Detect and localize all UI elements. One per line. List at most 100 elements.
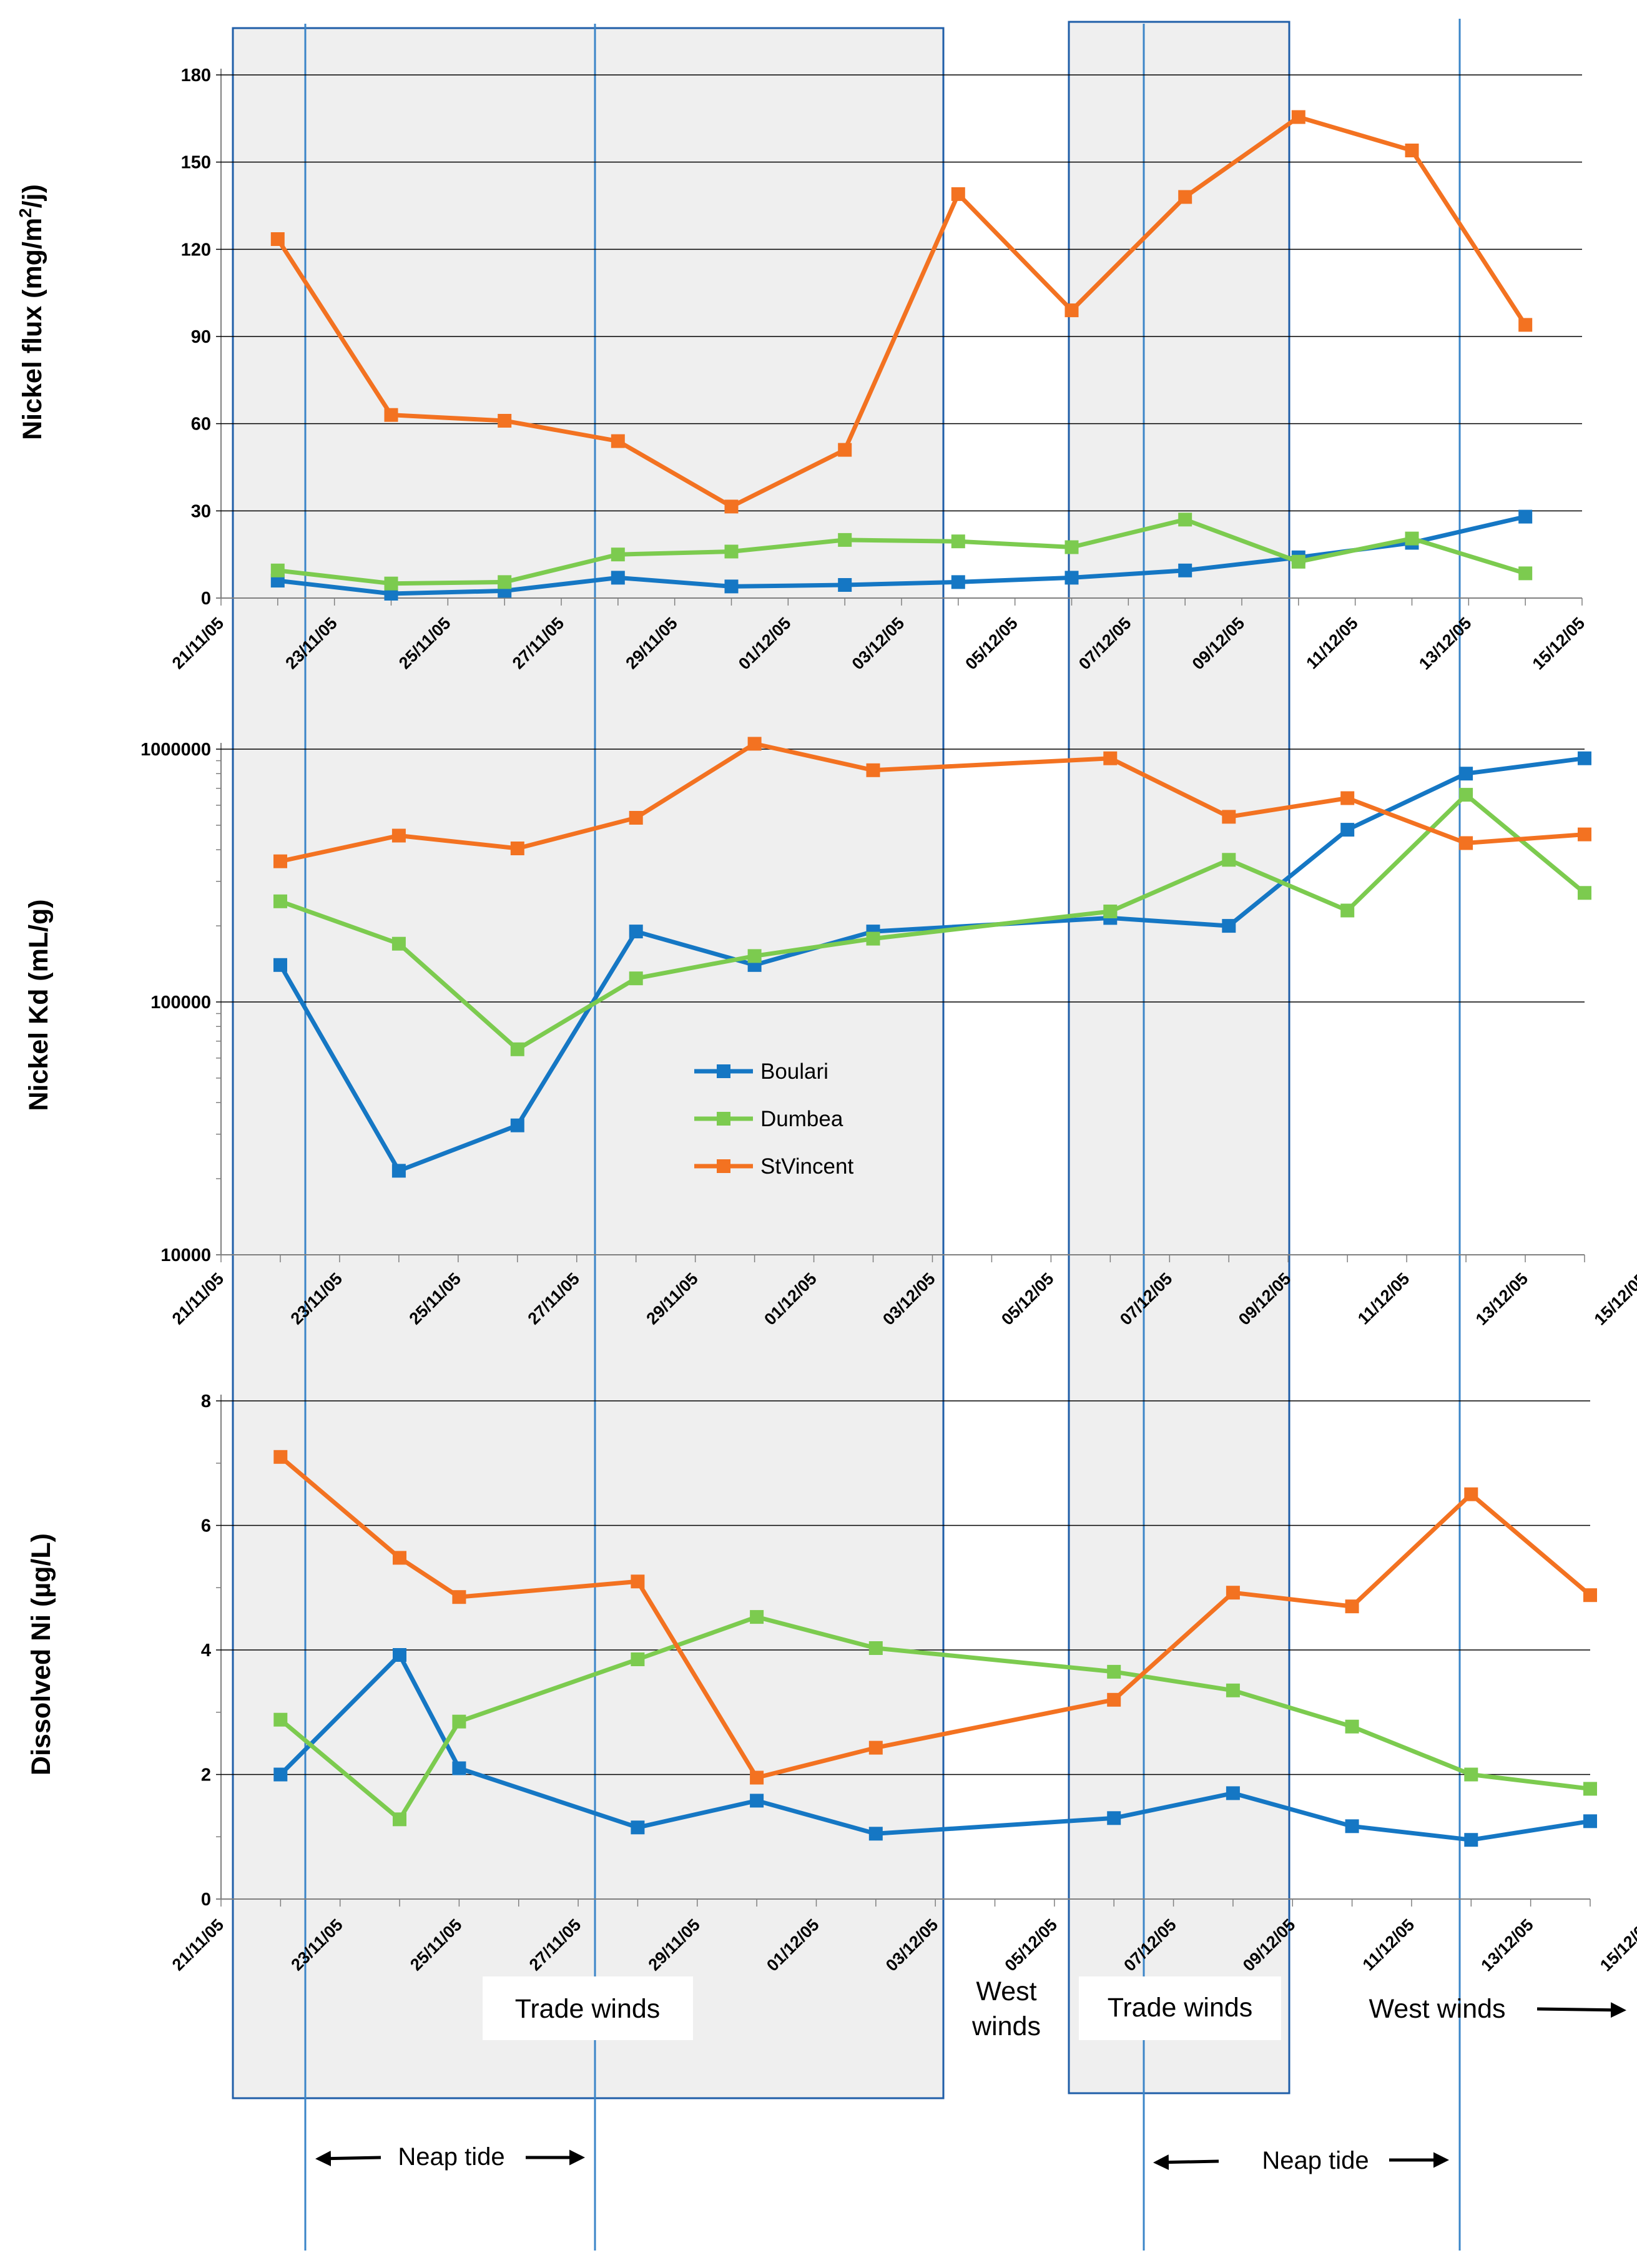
chart-2-gridlines — [216, 743, 1585, 1262]
data-point-boulari — [393, 1648, 406, 1662]
chart-3-y-axis-label: Dissolved Ni (µg/L) — [26, 1533, 56, 1775]
chart-3-series — [273, 1450, 1597, 1847]
data-point-boulari — [273, 958, 287, 972]
data-point-boulari — [1345, 1819, 1359, 1834]
data-point-stvincent — [724, 499, 739, 514]
data-point-dumbea — [1464, 1767, 1478, 1782]
legend-label-dumbea: Dumbea — [760, 1107, 843, 1131]
data-point-stvincent — [629, 811, 643, 825]
data-point-boulari — [273, 1767, 288, 1782]
data-point-boulari — [1064, 571, 1079, 585]
series-line-boulari — [277, 514, 1526, 596]
data-point-dumbea — [1103, 905, 1118, 918]
legend-marker-stvincent — [717, 1159, 730, 1173]
data-point-dumbea — [273, 894, 287, 908]
data-point-stvincent — [1405, 144, 1419, 157]
data-point-stvincent — [866, 763, 880, 777]
data-point-dumbea — [384, 576, 398, 591]
chart-2-y-axis-label: Nickel Kd (mL/g) — [24, 899, 54, 1111]
data-point-dumbea — [1340, 903, 1355, 918]
trade-winds-period-1 — [232, 27, 945, 2099]
data-point-boulari — [631, 1820, 645, 1835]
data-point-dumbea — [270, 563, 285, 577]
data-point-boulari — [1459, 767, 1473, 781]
west-winds-label-2: West winds — [1369, 1994, 1505, 2024]
data-point-boulari — [1226, 1786, 1240, 1800]
neap-tide-label-2: Neap tide — [1262, 2147, 1369, 2174]
data-point-stvincent — [611, 434, 625, 448]
data-point-dumbea — [1064, 540, 1079, 554]
data-point-stvincent — [1222, 810, 1236, 824]
x-tick-label: 11/12/05 — [1359, 1915, 1418, 1974]
data-point-boulari — [1222, 919, 1236, 933]
data-point-stvincent — [510, 842, 524, 855]
west-winds-label-1-line-2: winds — [971, 2011, 1041, 2041]
x-tick-label: 15/12/05 — [1596, 1915, 1637, 1975]
chart-1-y-axis-label: Nickel flux (mg/m2/j) — [16, 184, 47, 440]
y-tick-label: 60 — [191, 415, 211, 434]
y-tick-label: 180 — [181, 66, 211, 86]
data-point-dumbea — [273, 1712, 288, 1727]
west-winds-label-1: West — [976, 1976, 1036, 2006]
y-tick-label: 8 — [201, 1392, 211, 1411]
trade-winds-label-2-text: Trade winds — [1108, 1993, 1253, 2023]
neap-tide-2-arrow-left — [1153, 2154, 1219, 2171]
data-point-boulari — [510, 1118, 524, 1132]
x-tick-label: 13/12/05 — [1415, 614, 1475, 674]
data-point-dumbea — [747, 949, 762, 963]
trade-winds-label-2-box — [1079, 1976, 1281, 2040]
data-point-dumbea — [1459, 788, 1473, 802]
x-tick-label: 05/12/05 — [1001, 1915, 1061, 1975]
y-tick-label: 4 — [201, 1641, 211, 1661]
data-point-stvincent — [273, 1450, 288, 1464]
data-point-boulari — [391, 1164, 406, 1178]
y-tick-label: 30 — [191, 501, 211, 521]
y-tick-label: 2 — [201, 1765, 211, 1785]
series-line-dumbea — [277, 517, 1526, 586]
x-tick-label: 11/12/05 — [1302, 614, 1361, 672]
data-point-dumbea — [498, 575, 512, 589]
x-tick-label: 21/11/05 — [169, 1915, 227, 1974]
data-point-stvincent — [498, 414, 512, 428]
data-point-dumbea — [951, 534, 965, 549]
data-point-stvincent — [1345, 1599, 1359, 1614]
data-point-stvincent — [1107, 1692, 1121, 1707]
data-point-boulari — [611, 571, 625, 585]
chart-3-gridlines — [216, 1395, 1591, 1907]
data-point-dumbea — [611, 547, 625, 562]
data-point-dumbea — [750, 1610, 764, 1624]
data-point-boulari — [951, 575, 965, 589]
data-point-dumbea — [1405, 531, 1419, 546]
data-point-stvincent — [1291, 110, 1305, 124]
trade-winds-label-1-box — [483, 1976, 693, 2040]
data-point-stvincent — [270, 232, 285, 246]
data-point-stvincent — [951, 187, 965, 201]
y-tick-label: 10000 — [160, 1245, 211, 1265]
data-point-stvincent — [273, 854, 287, 868]
y-tick-label: 6 — [201, 1516, 211, 1536]
data-point-stvincent — [452, 1590, 466, 1604]
data-point-dumbea — [393, 1812, 406, 1827]
data-point-dumbea — [1583, 1782, 1597, 1796]
data-point-dumbea — [629, 971, 643, 986]
trade-winds-label-2: Trade winds — [1079, 1976, 1281, 2040]
y-tick-label: 100000 — [150, 993, 211, 1013]
data-point-boulari — [629, 925, 643, 939]
x-tick-label: 21/11/05 — [169, 614, 227, 672]
data-point-dumbea — [1222, 853, 1236, 867]
data-point-stvincent — [1178, 190, 1192, 204]
data-point-boulari — [1107, 1811, 1121, 1825]
data-point-dumbea — [1578, 886, 1591, 900]
x-tick-label: 21/11/05 — [169, 1269, 227, 1328]
data-point-stvincent — [747, 737, 762, 751]
data-point-stvincent — [1103, 751, 1118, 765]
data-point-dumbea — [1226, 1683, 1240, 1697]
legend-label-boulari: Boulari — [760, 1059, 828, 1084]
data-point-dumbea — [1178, 513, 1192, 527]
x-tick-label: 13/12/05 — [1472, 1269, 1532, 1329]
legend-marker-boulari — [717, 1064, 730, 1078]
legend-item-stvincent: StVincent — [694, 1154, 853, 1179]
data-point-stvincent — [384, 408, 398, 422]
data-point-stvincent — [1518, 318, 1533, 332]
